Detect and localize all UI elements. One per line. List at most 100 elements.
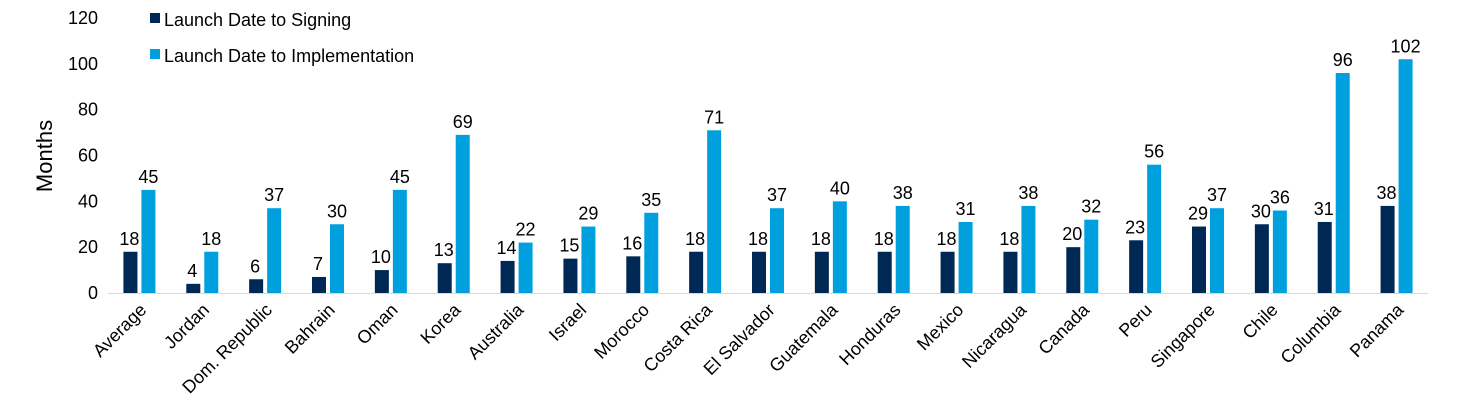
data-label-implementation: 40 bbox=[830, 178, 850, 198]
bar-implementation bbox=[204, 251, 219, 293]
bar-signing bbox=[1003, 251, 1018, 293]
data-label-signing: 18 bbox=[748, 229, 768, 249]
data-label-implementation: 45 bbox=[138, 167, 158, 187]
bar-implementation bbox=[895, 205, 910, 293]
x-tick-label: Panama bbox=[1346, 299, 1408, 361]
bar-signing bbox=[1380, 205, 1395, 293]
data-label-implementation: 35 bbox=[641, 190, 661, 210]
bar-signing bbox=[1129, 240, 1144, 293]
y-tick-label: 120 bbox=[68, 8, 98, 28]
bars bbox=[123, 59, 1413, 293]
bar-implementation bbox=[392, 189, 407, 293]
data-labels: 1845418637730104513691422152916351871183… bbox=[119, 36, 1420, 281]
y-tick-label: 20 bbox=[78, 237, 98, 257]
x-tick-label: Columbia bbox=[1277, 299, 1346, 368]
bar-signing bbox=[689, 251, 704, 293]
bar-signing bbox=[249, 279, 264, 293]
x-tick-label: Singapore bbox=[1147, 300, 1219, 372]
data-label-implementation: 45 bbox=[390, 167, 410, 187]
data-label-implementation: 31 bbox=[956, 199, 976, 219]
data-label-signing: 18 bbox=[874, 229, 894, 249]
x-tick-label: Morocco bbox=[590, 300, 653, 363]
data-label-signing: 6 bbox=[250, 256, 260, 276]
bar-signing bbox=[1317, 221, 1332, 293]
bar-implementation bbox=[644, 212, 659, 293]
bar-signing bbox=[940, 251, 955, 293]
bar-signing bbox=[877, 251, 892, 293]
data-label-signing: 10 bbox=[371, 247, 391, 267]
data-label-implementation: 22 bbox=[516, 220, 536, 240]
data-label-implementation: 37 bbox=[264, 185, 284, 205]
x-tick-label: Oman bbox=[353, 300, 402, 349]
bar-implementation bbox=[958, 221, 973, 293]
data-label-implementation: 36 bbox=[1270, 188, 1290, 208]
x-tick-label: Mexico bbox=[913, 300, 967, 354]
data-label-signing: 4 bbox=[187, 261, 197, 281]
bar-implementation bbox=[141, 189, 156, 293]
bar-signing bbox=[1254, 224, 1269, 293]
bar-implementation bbox=[832, 201, 847, 293]
bar-signing bbox=[563, 258, 578, 293]
bar-signing bbox=[437, 263, 452, 293]
data-label-implementation: 30 bbox=[327, 201, 347, 221]
bar-signing bbox=[626, 256, 641, 293]
data-label-signing: 16 bbox=[622, 233, 642, 253]
x-tick-label: Chile bbox=[1239, 300, 1282, 343]
data-label-signing: 18 bbox=[937, 229, 957, 249]
y-tick-label: 60 bbox=[78, 146, 98, 166]
x-tick-label: Honduras bbox=[835, 300, 904, 369]
data-label-implementation: 71 bbox=[704, 107, 724, 127]
data-label-implementation: 18 bbox=[201, 229, 221, 249]
bar-implementation bbox=[1398, 59, 1413, 293]
data-label-signing: 30 bbox=[1251, 201, 1271, 221]
y-tick-label: 100 bbox=[68, 54, 98, 74]
bar-signing bbox=[814, 251, 829, 293]
legend-swatch bbox=[150, 13, 160, 23]
data-label-implementation: 37 bbox=[767, 185, 787, 205]
x-tick-label: Nicaragua bbox=[958, 299, 1031, 372]
bar-implementation bbox=[770, 208, 784, 293]
data-label-signing: 7 bbox=[313, 254, 323, 274]
bar-implementation bbox=[455, 134, 470, 293]
y-axis-ticks: 0 20 40 60 80 100 120 bbox=[68, 8, 98, 303]
legend-swatch bbox=[150, 49, 160, 59]
data-label-implementation: 38 bbox=[893, 183, 913, 203]
x-tick-label: Australia bbox=[464, 299, 528, 363]
data-label-implementation: 102 bbox=[1391, 36, 1421, 56]
data-label-signing: 13 bbox=[434, 240, 454, 260]
bar-signing bbox=[374, 270, 389, 293]
data-label-implementation: 37 bbox=[1207, 185, 1227, 205]
bar-implementation bbox=[1210, 208, 1224, 293]
legend: Launch Date to Signing Launch Date to Imp… bbox=[150, 10, 414, 66]
bar-signing bbox=[500, 260, 515, 293]
bar-signing bbox=[1192, 226, 1206, 293]
y-tick-label: 80 bbox=[78, 100, 98, 120]
x-tick-label: Israel bbox=[545, 300, 590, 345]
data-label-signing: 23 bbox=[1125, 217, 1145, 237]
bar-implementation bbox=[1084, 219, 1099, 293]
data-label-implementation: 32 bbox=[1081, 197, 1101, 217]
x-tick-label: Canada bbox=[1034, 299, 1093, 358]
bar-signing bbox=[752, 251, 766, 293]
x-tick-label: Jordan bbox=[160, 300, 213, 353]
x-tick-label: Peru bbox=[1115, 300, 1156, 341]
y-tick-label: 0 bbox=[88, 283, 98, 303]
x-tick-label: Bahrain bbox=[281, 300, 339, 358]
data-label-signing: 18 bbox=[119, 229, 139, 249]
bar-implementation bbox=[1021, 205, 1036, 293]
data-label-signing: 18 bbox=[685, 229, 705, 249]
data-label-signing: 18 bbox=[999, 229, 1019, 249]
data-label-signing: 31 bbox=[1314, 199, 1334, 219]
bar-signing bbox=[1066, 247, 1081, 293]
bar-signing bbox=[186, 283, 201, 293]
bar-signing bbox=[312, 276, 326, 293]
data-label-implementation: 38 bbox=[1018, 183, 1038, 203]
bar-implementation bbox=[581, 226, 596, 293]
bar-implementation bbox=[1335, 73, 1350, 293]
data-label-implementation: 69 bbox=[453, 112, 473, 132]
bar-implementation bbox=[330, 224, 344, 293]
data-label-implementation: 56 bbox=[1144, 142, 1164, 162]
